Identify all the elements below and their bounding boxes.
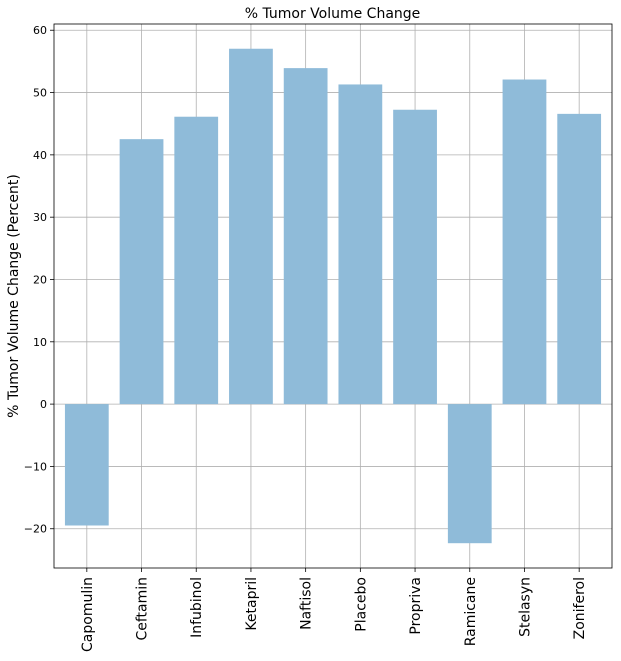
x-tick-label: Placebo: [353, 577, 369, 632]
y-tick-label: −20: [24, 523, 47, 536]
x-tick-label: Propriva: [408, 577, 424, 635]
y-tick-label: −10: [24, 460, 47, 473]
y-tick-labels: −20 −10 0 10 20 30 40 50 60: [24, 24, 47, 536]
x-tick-label: Zoniferol: [572, 577, 588, 639]
plot-frame: [53, 23, 613, 569]
y-tick-label: 20: [33, 273, 47, 286]
x-tick-label: Ceftamin: [135, 577, 151, 641]
x-tick-label: Stelasyn: [517, 577, 533, 637]
bar-ceftamin: [119, 139, 164, 405]
bar-placebo: [338, 84, 383, 405]
y-tick-label: 10: [33, 336, 47, 349]
x-tick-label: Naftisol: [299, 577, 315, 630]
y-tick-label: 60: [33, 24, 47, 37]
y-tick-label: 0: [40, 398, 47, 411]
bar-naftisol: [283, 68, 328, 405]
x-tick-label: Capomulin: [80, 577, 96, 652]
x-tick-label: Ketapril: [244, 577, 260, 631]
bar-zoniferol: [557, 113, 602, 405]
x-tick-labels: Capomulin Ceftamin Infubinol Ketapril Naftis…: [80, 577, 588, 652]
bar-capomulin: [64, 404, 109, 526]
y-axis-label: % Tumor Volume Change (Percent): [6, 174, 22, 418]
x-tick-label: Ramicane: [463, 577, 479, 646]
y-tick-label: 30: [33, 211, 47, 224]
bar-ramicane: [447, 404, 492, 544]
x-tick-label: Infubinol: [189, 577, 205, 638]
bar-ketapril: [229, 48, 273, 405]
bar-stelasyn: [502, 79, 547, 405]
y-tick-label: 40: [33, 149, 47, 162]
chart-title: % Tumor Volume Change: [245, 6, 421, 22]
axis-layer: [50, 23, 613, 572]
bar-infubinol: [174, 116, 219, 405]
y-tick-label: 50: [33, 87, 47, 100]
bars-layer: [64, 48, 602, 544]
bar-propriva: [393, 109, 437, 405]
